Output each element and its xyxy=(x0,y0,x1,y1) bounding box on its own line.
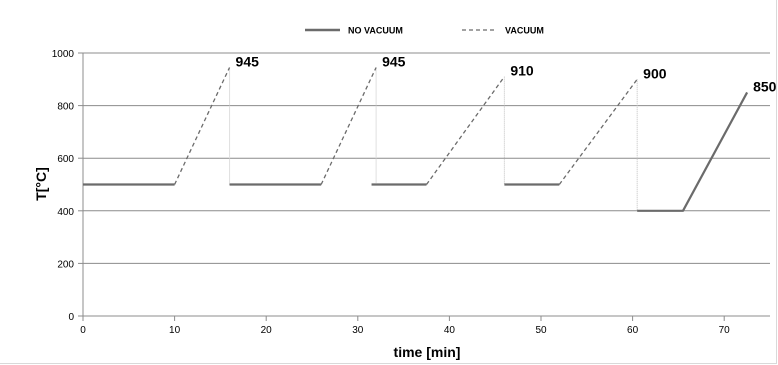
y-tick-label-400: 400 xyxy=(57,207,74,218)
grid-lines xyxy=(83,52,770,264)
y-tick-label-200: 200 xyxy=(57,259,74,270)
drop-lines xyxy=(229,67,638,211)
legend-label-vacuum: VACUUM xyxy=(505,26,544,36)
axes: 0 200 400 600 800 1000 0 10 20 30 40 50 60 70 xyxy=(52,49,770,336)
vacuum-segment-0 xyxy=(174,67,231,185)
y-tick-label-1000: 1000 xyxy=(52,49,75,60)
y-tick-label-800: 800 xyxy=(57,102,74,113)
vacuum-segment-1 xyxy=(320,67,377,185)
x-axis-label: time [min] xyxy=(394,344,461,360)
data-label-1: 945 xyxy=(382,53,406,69)
y-tick-label-0: 0 xyxy=(68,312,74,323)
vacuum-segment-2 xyxy=(425,76,505,185)
x-tick-label-60: 60 xyxy=(627,325,639,336)
x-tick-label-70: 70 xyxy=(719,325,731,336)
data-label-4: 850 xyxy=(753,78,777,94)
x-tick-label-40: 40 xyxy=(444,325,456,336)
data-label-2: 910 xyxy=(510,63,534,79)
no-vacuum-segment-4 xyxy=(637,91,749,212)
y-axis-label: T[°C] xyxy=(33,167,49,201)
data-labels: 945 945 910 900 850 xyxy=(236,53,777,94)
series-lines xyxy=(83,67,749,212)
legend: NO VACUUM VACUUM xyxy=(305,26,544,36)
vacuum-segment-3 xyxy=(558,78,638,185)
x-tick-label-0: 0 xyxy=(80,325,86,336)
x-tick-label-20: 20 xyxy=(261,325,273,336)
y-tick-label-600: 600 xyxy=(57,154,74,165)
legend-label-no-vacuum: NO VACUUM xyxy=(348,26,403,36)
x-tick-label-30: 30 xyxy=(352,325,364,336)
data-label-3: 900 xyxy=(643,65,667,81)
x-tick-label-50: 50 xyxy=(535,325,547,336)
x-tick-label-10: 10 xyxy=(169,325,181,336)
data-label-0: 945 xyxy=(236,53,260,69)
